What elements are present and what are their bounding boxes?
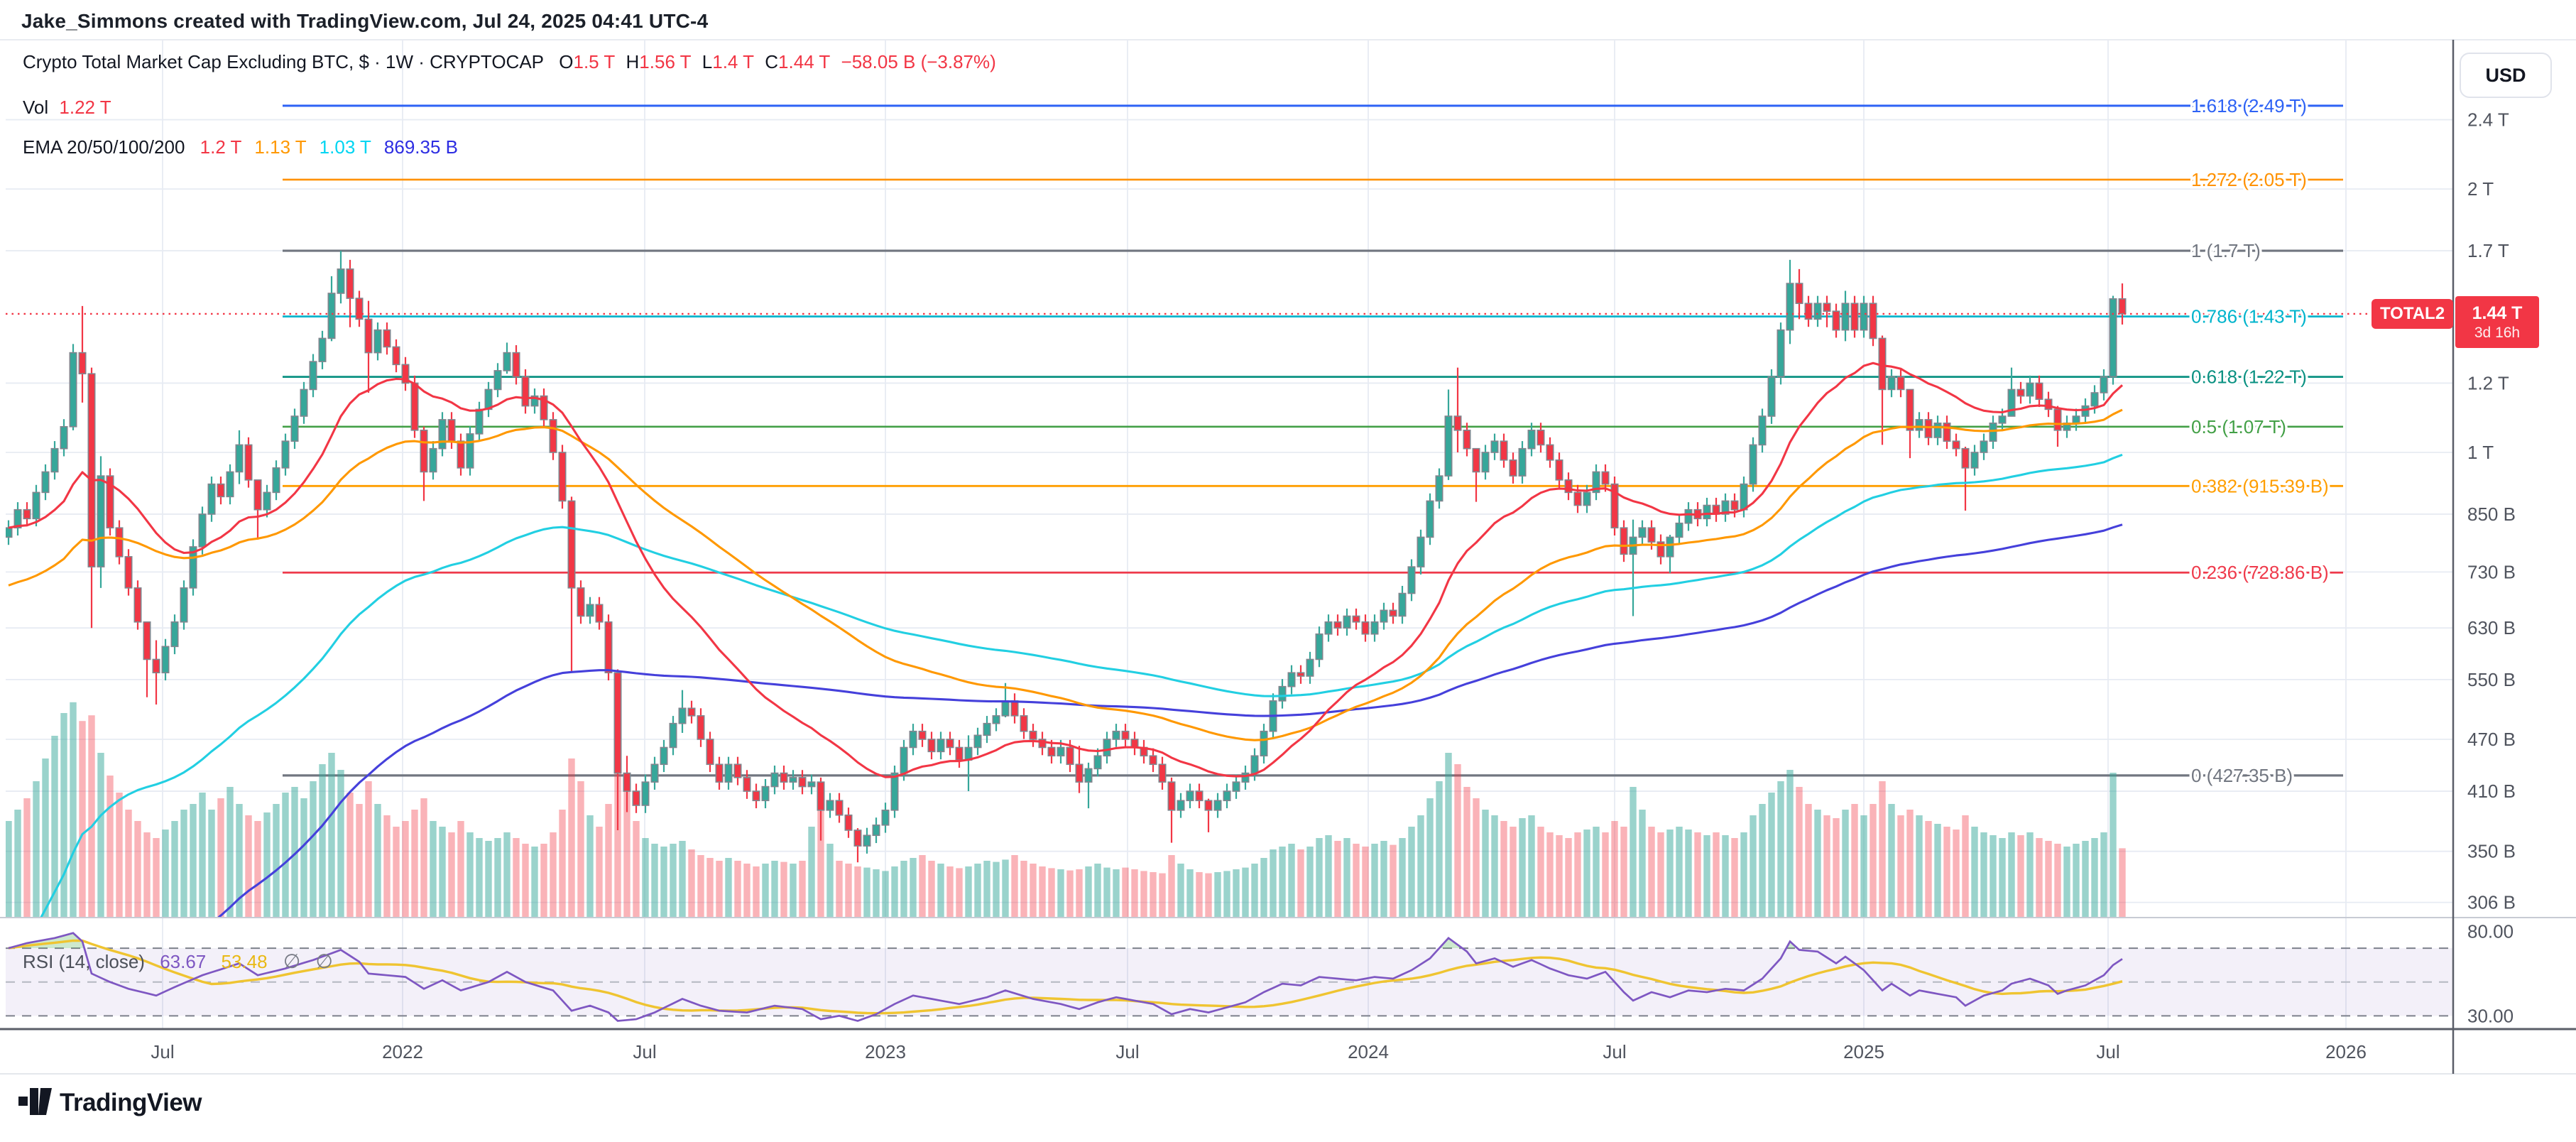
ema-value: 1.2 T (200, 136, 242, 158)
fib-label: 1.272 (2.05 T) (2191, 169, 2307, 190)
price-tick: 550 B (2467, 669, 2516, 690)
fib-label: 0.618 (1.22 T) (2191, 366, 2307, 388)
candlestick-series (6, 251, 2127, 863)
rsi-lower-band-empty: ∅ (315, 950, 333, 972)
rsi-tick: 80.00 (2467, 920, 2514, 942)
rsi-ma-value: 53.48 (221, 951, 268, 972)
ema-value: 1.03 T (319, 136, 371, 158)
rsi-label: RSI (14, close) (23, 951, 145, 972)
high-label: H (626, 51, 640, 72)
price-tick: 410 B (2467, 781, 2516, 802)
price-tick: 730 B (2467, 561, 2516, 582)
time-axis[interactable]: Jul 2022 Jul 2023 Jul 2024 Jul 2025 Jul 2026 (151, 1041, 2367, 1062)
volume-value: 1.22 T (59, 97, 111, 118)
price-tick: 2 T (2467, 178, 2494, 200)
rsi-line (8, 932, 2123, 1022)
price-tick: 470 B (2467, 729, 2516, 750)
currency-toggle-button[interactable]: USD (2460, 53, 2552, 98)
time-tick: Jul (1115, 1041, 1139, 1062)
ema-values: 1.2 T 1.13 T 1.03 T 869.35 B (200, 136, 471, 158)
ema-50 (8, 408, 2123, 741)
open-value: 1.5 T (573, 51, 616, 72)
symbol-price-flag: TOTAL2 (2372, 299, 2453, 329)
volume-legend-row[interactable]: Vol 1.22 T (23, 97, 111, 119)
price-tick: 1.2 T (2467, 372, 2509, 393)
tradingview-logo[interactable]: TradingView (18, 1088, 202, 1118)
time-tick: Jul (1603, 1041, 1626, 1062)
close-label: C (765, 51, 779, 72)
last-price-axis-badge: 1.44 T 3d 16h (2455, 296, 2539, 348)
time-tick: Jul (633, 1041, 656, 1062)
ema-legend-row[interactable]: EMA 20/50/100/200 1.2 T 1.13 T 1.03 T 869.3… (23, 136, 471, 158)
rsi-lines (8, 932, 2123, 1022)
bar-countdown: 3d 16h (2474, 324, 2521, 341)
fib-retracement-lines (283, 104, 2343, 777)
tradingview-logo-text: TradingView (60, 1089, 202, 1116)
volume-label: Vol (23, 97, 49, 118)
price-tick: 306 B (2467, 892, 2516, 913)
time-tick: 2023 (865, 1041, 906, 1062)
time-tick: Jul (151, 1041, 174, 1062)
ema-lines (8, 361, 2124, 918)
fib-label: 1 (1.7 T) (2191, 240, 2261, 261)
rsi-upper-band-empty: ∅ (283, 950, 301, 972)
rsi-tick: 30.00 (2467, 1005, 2514, 1026)
price-tick: 850 B (2467, 504, 2516, 525)
fib-label: 0.5 (1.07 T) (2191, 416, 2286, 437)
price-tick: 1.7 T (2467, 240, 2509, 261)
tradingview-logo-icon (18, 1088, 52, 1115)
fib-label: 0.382 (915.39 B) (2191, 475, 2329, 496)
fib-label: 0 (427.35 B) (2191, 765, 2293, 786)
rsi-legend-row[interactable]: RSI (14, close) 63.67 53.48 ∅ ∅ (23, 950, 338, 973)
time-tick: 2022 (382, 1041, 423, 1062)
ema-20 (8, 361, 2124, 778)
fib-level-labels: 1.618 (2.49 T) 1.272 (2.05 T) 1 (1.7 T) 0.7… (2189, 92, 2332, 788)
rsi-value: 63.67 (160, 951, 207, 972)
symbol-legend-row[interactable]: Crypto Total Market Cap Excluding BTC, $… (23, 51, 996, 73)
price-tick: 350 B (2467, 841, 2516, 862)
pane-frames (0, 40, 2576, 1075)
ema-200 (217, 523, 2123, 918)
fib-label: 0.236 (728.86 B) (2191, 562, 2329, 583)
attribution-text: Jake_Simmons created with TradingView.co… (21, 10, 709, 32)
fib-label: 0.786 (1.43 T) (2191, 306, 2307, 327)
last-price-value: 1.44 T (2472, 303, 2523, 323)
open-label: O (559, 51, 574, 72)
low-label: L (702, 51, 713, 72)
symbol-title: Crypto Total Market Cap Excluding BTC, $… (23, 51, 545, 72)
time-tick: 2025 (1843, 1041, 1884, 1062)
time-tick: Jul (2096, 1041, 2119, 1062)
time-tick: 2026 (2325, 1041, 2367, 1062)
price-axis[interactable]: 2.4 T 2 T 1.7 T 1.2 T 1 T 850 B 730 B 630 B 550 … (2467, 109, 2516, 1027)
change-value: −58.05 B (−3.87%) (841, 51, 996, 72)
ema-label: EMA 20/50/100/200 (23, 136, 185, 158)
time-tick: 2024 (1348, 1041, 1389, 1062)
price-tick: 2.4 T (2467, 109, 2509, 131)
price-tick: 630 B (2467, 617, 2516, 638)
ema-value: 869.35 B (383, 136, 459, 158)
close-value: 1.44 T (778, 51, 831, 72)
high-value: 1.56 T (639, 51, 692, 72)
ema-100 (39, 453, 2123, 918)
low-value: 1.4 T (712, 51, 755, 72)
volume-series (6, 702, 2126, 918)
price-tick: 1 T (2467, 442, 2494, 463)
ema-value: 1.13 T (254, 136, 307, 158)
fib-label: 1.618 (2.49 T) (2191, 95, 2307, 116)
